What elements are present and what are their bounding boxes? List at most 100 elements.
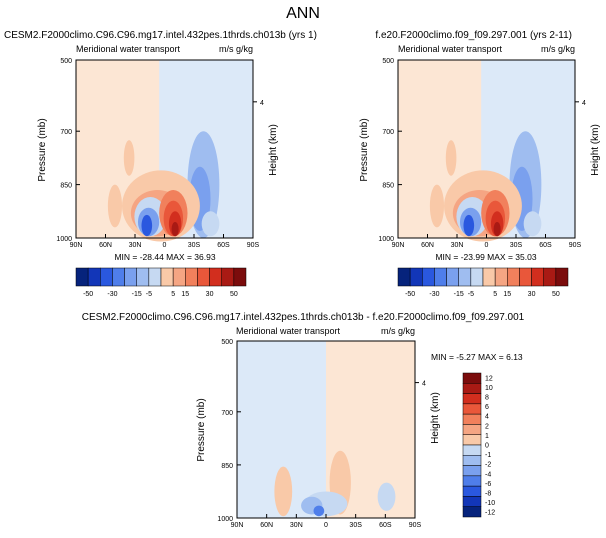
colorbar-box [462,455,482,466]
colorbar-box [462,434,482,446]
y-tick-label: 850 [60,183,72,190]
x-tick-label: 60S [217,242,230,249]
y-axis-label: Pressure (mb) [196,398,207,461]
colorbar-box [221,267,235,287]
colorbar-label: 10 [485,385,493,392]
y-tick-label: 1000 [378,236,394,243]
colorbar-label: 12 [485,375,493,382]
y-tick-label: 700 [382,129,394,136]
contour-region [313,505,325,517]
colorbar-box [172,267,186,287]
colorbar-box [494,267,508,287]
colorbar: -50 -30 -15 -5 5 15 30 50 [397,267,569,298]
colorbar-box [185,267,198,287]
x-tick-label: 90N [70,242,83,249]
y2-axis-label: Height (km) [590,124,601,176]
colorbar-box [507,267,520,287]
x-tick-label: 0 [485,242,489,249]
colorbar-label: 8 [485,395,489,402]
variable-label: Meridional water transport [236,326,341,336]
colorbar-label: -4 [485,471,491,478]
plot-area: 90N 60N 30N 0 30S 60S 90S 500 700 850 1000 4 [378,58,586,249]
colorbar-box [422,267,435,287]
colorbar-box [124,267,137,287]
colorbar-box [462,496,482,507]
contour-region [141,214,153,237]
contour-region [171,221,179,237]
colorbar-label: -15 [454,291,464,298]
x-tick-label: 30S [510,242,523,249]
colorbar-box [446,267,459,287]
colorbar-label: -50 [405,291,415,298]
colorbar-label: 15 [181,291,189,298]
colorbar-box [462,506,482,518]
units-label: m/s g/kg [381,326,415,336]
x-tick-label: 60N [260,522,273,529]
colorbar-box [519,267,532,287]
colorbar-label: -1 [485,452,491,459]
x-tick-label: 60N [99,242,112,249]
variable-label: Meridional water transport [76,44,181,54]
y2-axis-label: Height (km) [268,124,279,176]
colorbar-label: 5 [171,291,175,298]
colorbar-box [87,267,101,287]
y-tick-label: 500 [382,58,394,65]
plot-area: 90N 60N 30N 0 30S 60S 90S 500 700 850 1000 4 [56,58,264,249]
colorbar-label: 15 [503,291,511,298]
colorbar-box [462,424,482,435]
y-tick-label: 500 [221,339,233,346]
contour-region [377,482,396,511]
x-tick-label: 90S [569,242,582,249]
colorbar-label: -5 [468,291,474,298]
y-axis-label: Pressure (mb) [359,118,370,181]
stats-label: MIN = -5.27 MAX = 6.13 [431,352,523,362]
y-tick-label: 850 [221,463,233,470]
panel-title: CESM2.F2000climo.C96.C96.mg17.intel.432p… [82,312,525,323]
colorbar-label: 5 [493,291,497,298]
contour-region [201,211,220,237]
y-tick-label: 700 [221,410,233,417]
colorbar-label: 1 [485,433,489,440]
x-tick-label: 60S [539,242,552,249]
colorbar-label: -50 [83,291,93,298]
colorbar-box [136,267,150,287]
x-tick-label: 90N [231,522,244,529]
colorbar-box [462,465,482,477]
colorbar-label: -30 [107,291,117,298]
contour-region [493,221,501,237]
colorbar-box [233,267,247,287]
y2-tick-label: 4 [422,381,426,388]
colorbar-label: 30 [206,291,214,298]
colorbar-box [462,383,482,394]
colorbar-label: 50 [230,291,238,298]
colorbar-box [197,267,210,287]
panel-control: f.e20.F2000climo.f09_f09.297.001 (yrs 2-… [359,30,601,298]
colorbar-label: 2 [485,423,489,430]
x-tick-label: 60N [421,242,434,249]
colorbar: -50 -30 -15 -5 5 15 30 50 [75,267,247,298]
y-tick-label: 1000 [217,516,233,523]
colorbar-box [531,267,544,287]
colorbar-box [434,267,447,287]
panel-title: f.e20.F2000climo.f09_f09.297.001 (yrs 2-… [375,30,572,41]
colorbar-label: -5 [146,291,152,298]
colorbar-label: 6 [485,404,489,411]
y-tick-label: 500 [60,58,72,65]
x-tick-label: 30N [290,522,303,529]
y-tick-label: 1000 [56,236,72,243]
x-tick-label: 90S [409,522,422,529]
panel-difference: CESM2.F2000climo.C96.C96.mg17.intel.432p… [82,312,525,529]
x-tick-label: 90N [392,242,405,249]
colorbar-label: 0 [485,443,489,450]
colorbar-box [160,267,174,287]
colorbar-label: 4 [485,414,489,421]
stats-label: MIN = -23.99 MAX = 35.03 [435,252,536,262]
contour-region [107,184,123,228]
contour-region [123,140,135,176]
colorbar-label: 50 [552,291,560,298]
colorbar-box [75,267,89,287]
x-tick-label: 90S [247,242,260,249]
x-tick-label: 30N [129,242,142,249]
colorbar-label: 30 [528,291,536,298]
